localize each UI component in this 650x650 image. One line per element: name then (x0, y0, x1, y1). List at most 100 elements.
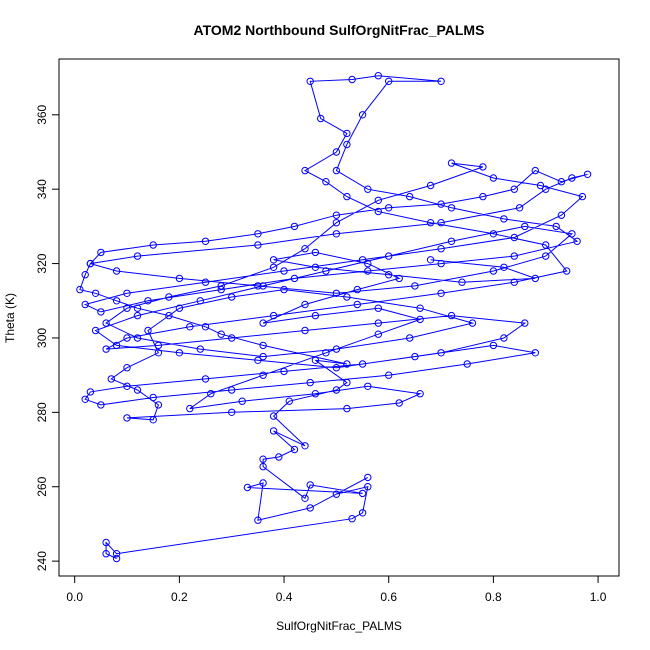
data-point (437, 289, 445, 297)
data-point (385, 371, 393, 379)
data-point (510, 252, 518, 260)
data-point (154, 401, 163, 409)
y-axis-label: Theta (K) (3, 293, 17, 343)
data-point (343, 293, 351, 301)
data-point (217, 285, 225, 294)
data-point (228, 386, 236, 394)
data-point (269, 412, 278, 420)
data-point (374, 330, 382, 338)
data-point (385, 77, 393, 86)
data-point (201, 323, 210, 331)
data-point (515, 204, 524, 212)
data-point (311, 311, 320, 320)
data-point (343, 129, 351, 138)
data-point (416, 304, 424, 312)
data-point (149, 416, 157, 424)
data-point (489, 267, 498, 275)
data-point (447, 204, 456, 212)
data-point (301, 494, 309, 502)
data-point (306, 378, 314, 387)
y-tick-label: 360 (35, 104, 49, 124)
data-point (489, 174, 498, 182)
data-point (573, 237, 581, 246)
data-point (358, 256, 367, 264)
data-point (107, 375, 116, 383)
data-point (343, 360, 351, 368)
data-point (385, 271, 393, 279)
data-point (521, 222, 529, 231)
y-tick-label: 260 (35, 476, 49, 496)
data-point (385, 204, 393, 212)
data-point (97, 248, 105, 257)
data-point (542, 185, 550, 193)
data-point (311, 263, 320, 271)
data-point (228, 408, 236, 416)
data-point (406, 192, 414, 201)
data-point (269, 256, 278, 264)
data-point (343, 378, 351, 387)
data-point (385, 252, 393, 260)
data-point (133, 304, 142, 312)
data-point (301, 245, 309, 253)
data-point (364, 185, 372, 193)
data-point (165, 311, 173, 320)
data-point (322, 349, 330, 357)
y-tick-label: 340 (35, 179, 49, 199)
data-point (280, 367, 288, 376)
data-point (479, 163, 487, 171)
data-point (243, 483, 252, 492)
data-point (447, 237, 456, 246)
data-point (290, 274, 299, 283)
x-tick-label: 1.0 (590, 590, 607, 604)
data-point (395, 274, 403, 283)
data-point (437, 200, 445, 208)
x-tick-label: 0.0 (66, 590, 83, 604)
x-tick-label: 0.6 (380, 590, 397, 604)
data-point (364, 259, 372, 268)
data-point (259, 341, 267, 350)
x-tick-label: 0.4 (276, 590, 293, 604)
y-axis: 240 260 280 300 320 340 360 (35, 104, 60, 571)
data-point (411, 352, 419, 361)
data-point (521, 319, 529, 327)
data-point (542, 241, 550, 249)
data-point (332, 166, 341, 175)
data-point (97, 401, 105, 409)
data-point (259, 455, 267, 463)
data-point (374, 207, 382, 216)
data-point (358, 360, 367, 368)
data-point (301, 166, 309, 175)
data-point (112, 554, 121, 563)
data-point (259, 282, 267, 290)
data-point (175, 274, 184, 283)
data-point (301, 300, 309, 309)
data-point (112, 297, 121, 305)
data-point (269, 311, 278, 320)
data-point (123, 414, 131, 422)
data-point (102, 345, 110, 353)
data-point (306, 77, 314, 86)
data-point (254, 282, 262, 290)
data-point (102, 550, 110, 558)
data-point (196, 345, 205, 353)
data-point (552, 222, 560, 231)
data-point (254, 230, 262, 238)
data-point (259, 462, 267, 471)
data-point (364, 473, 372, 482)
data-point (500, 334, 508, 342)
data-point (254, 516, 262, 524)
data-point (358, 489, 367, 498)
data-point (332, 211, 341, 219)
data-point (500, 263, 508, 271)
data-point (133, 334, 142, 342)
data-point (332, 364, 341, 372)
data-point (102, 319, 110, 327)
data-point (254, 356, 262, 364)
data-point (343, 140, 351, 149)
data-point (201, 278, 210, 286)
data-point (364, 483, 372, 491)
data-point (144, 326, 152, 335)
data-point (123, 334, 131, 342)
chart-title: ATOM2 Northbound SulfOrgNitFrac_PALMS (194, 22, 485, 38)
data-point (531, 274, 539, 283)
